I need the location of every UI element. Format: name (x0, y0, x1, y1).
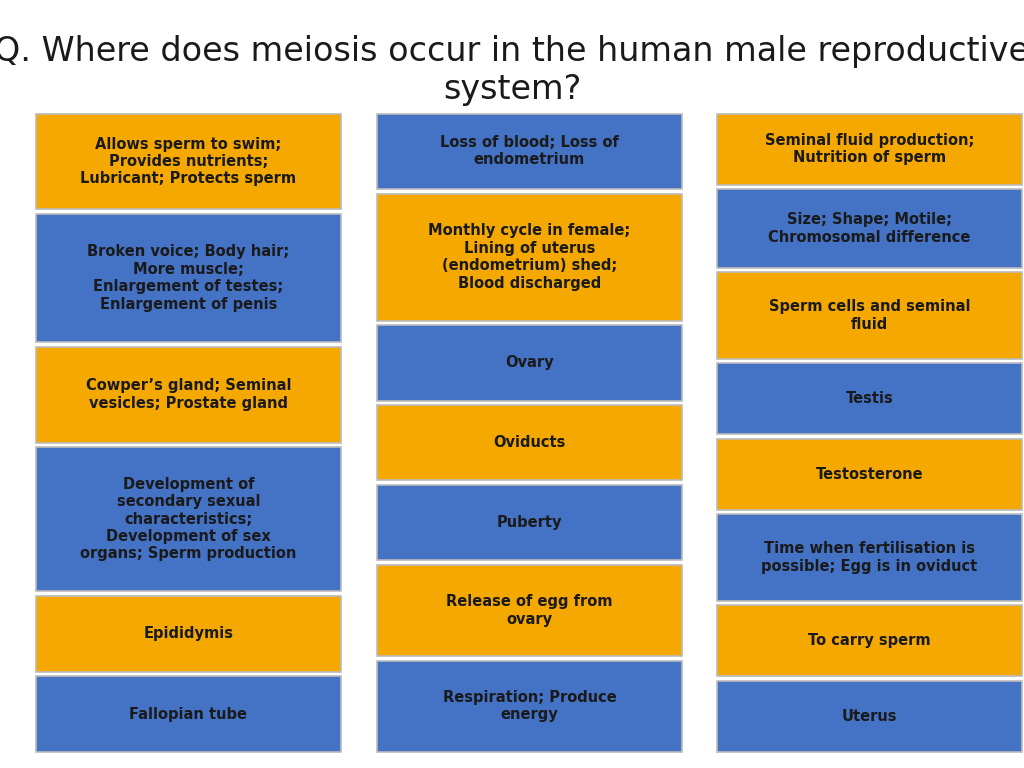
FancyBboxPatch shape (377, 485, 682, 560)
Text: Testosterone: Testosterone (815, 467, 924, 482)
Text: To carry sperm: To carry sperm (808, 634, 931, 648)
Text: Ovary: Ovary (505, 356, 554, 370)
FancyBboxPatch shape (36, 214, 341, 342)
FancyBboxPatch shape (377, 194, 682, 321)
Text: Q. Where does meiosis occur in the human male reproductive
system?: Q. Where does meiosis occur in the human… (0, 35, 1024, 106)
FancyBboxPatch shape (36, 596, 341, 671)
Text: Epididymis: Epididymis (143, 626, 233, 641)
Text: Sperm cells and seminal
fluid: Sperm cells and seminal fluid (769, 300, 970, 332)
Text: Oviducts: Oviducts (494, 435, 565, 450)
Text: Loss of blood; Loss of
endometrium: Loss of blood; Loss of endometrium (440, 135, 618, 167)
FancyBboxPatch shape (717, 515, 1022, 601)
Text: Allows sperm to swim;
Provides nutrients;
Lubricant; Protects sperm: Allows sperm to swim; Provides nutrients… (80, 137, 297, 187)
FancyBboxPatch shape (717, 363, 1022, 434)
Text: Cowper’s gland; Seminal
vesicles; Prostate gland: Cowper’s gland; Seminal vesicles; Prosta… (86, 379, 291, 411)
FancyBboxPatch shape (717, 189, 1022, 268)
FancyBboxPatch shape (717, 273, 1022, 359)
Text: Fallopian tube: Fallopian tube (129, 707, 248, 721)
Text: Respiration; Produce
energy: Respiration; Produce energy (442, 690, 616, 723)
Text: Development of
secondary sexual
characteristics;
Development of sex
organs; Sper: Development of secondary sexual characte… (80, 477, 297, 561)
Text: Release of egg from
ovary: Release of egg from ovary (446, 594, 612, 627)
FancyBboxPatch shape (36, 676, 341, 752)
FancyBboxPatch shape (717, 439, 1022, 510)
FancyBboxPatch shape (36, 346, 341, 442)
FancyBboxPatch shape (36, 114, 341, 210)
FancyBboxPatch shape (377, 406, 682, 480)
FancyBboxPatch shape (717, 114, 1022, 184)
Text: Time when fertilisation is
possible; Egg is in oviduct: Time when fertilisation is possible; Egg… (761, 541, 978, 574)
FancyBboxPatch shape (717, 605, 1022, 677)
Text: Uterus: Uterus (842, 709, 897, 724)
FancyBboxPatch shape (377, 326, 682, 401)
Text: Puberty: Puberty (497, 515, 562, 530)
Text: Size; Shape; Motile;
Chromosomal difference: Size; Shape; Motile; Chromosomal differe… (768, 213, 971, 245)
FancyBboxPatch shape (377, 660, 682, 752)
FancyBboxPatch shape (377, 114, 682, 189)
Text: Testis: Testis (846, 391, 893, 406)
FancyBboxPatch shape (717, 681, 1022, 752)
Text: Seminal fluid production;
Nutrition of sperm: Seminal fluid production; Nutrition of s… (765, 133, 974, 165)
Text: Broken voice; Body hair;
More muscle;
Enlargement of testes;
Enlargement of peni: Broken voice; Body hair; More muscle; En… (87, 244, 290, 312)
Text: Monthly cycle in female;
Lining of uterus
(endometrium) shed;
Blood discharged: Monthly cycle in female; Lining of uteru… (428, 223, 631, 291)
FancyBboxPatch shape (36, 447, 341, 591)
FancyBboxPatch shape (377, 564, 682, 656)
